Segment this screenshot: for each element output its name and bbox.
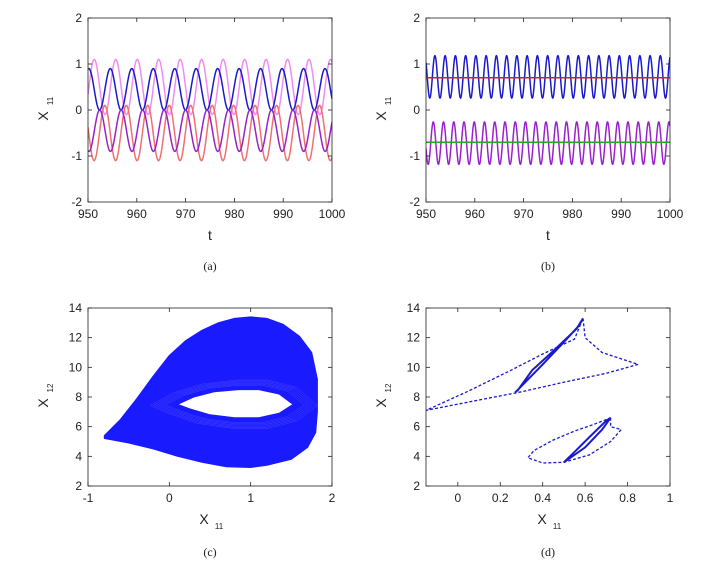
x-axis-label: t <box>546 227 550 243</box>
x-tick-label: -1 <box>83 491 94 505</box>
trajectory-band <box>149 379 318 429</box>
x-tick-label: 950 <box>78 207 98 221</box>
plot-area-b <box>426 54 670 166</box>
y-tick-label: 12 <box>69 331 83 345</box>
y-tick-label: 10 <box>407 360 421 374</box>
x-tick-label: 1 <box>667 491 674 505</box>
y-tick-label: 2 <box>413 479 420 493</box>
x-axis-label: X <box>199 511 209 527</box>
series-line-a-1 <box>88 67 332 111</box>
plot-area-d <box>426 317 641 464</box>
y-axis-label-subscript: 12 <box>384 383 393 392</box>
x-tick-label: 970 <box>176 207 196 221</box>
panel-caption: (a) <box>203 259 216 273</box>
orbit-upper-solid <box>514 317 584 394</box>
y-tick-label: 10 <box>69 360 83 374</box>
y-axis-label: X <box>373 111 389 121</box>
x-axis-label-subscript: 11 <box>553 522 562 531</box>
y-axis-label-group: X 11 <box>35 96 55 120</box>
x-tick-label: 0 <box>454 491 461 505</box>
series-line-b-0 <box>426 54 670 99</box>
y-axis-label-subscript: 12 <box>46 383 55 392</box>
trajectory-band <box>164 385 305 423</box>
x-tick-label: 960 <box>465 207 485 221</box>
y-tick-label: 4 <box>413 449 420 463</box>
y-tick-label: 8 <box>413 390 420 404</box>
y-axis-label-group: X 11 <box>373 96 393 120</box>
x-tick-label: 1 <box>247 491 254 505</box>
x-tick-label: 0 <box>166 491 173 505</box>
y-axis-label-subscript: 11 <box>46 96 55 105</box>
x-tick-label: 990 <box>611 207 631 221</box>
y-tick-label: 0 <box>75 103 82 117</box>
y-axis-label: X <box>373 398 389 408</box>
y-tick-label: 14 <box>69 301 83 315</box>
x-tick-label: 0.8 <box>619 491 636 505</box>
x-tick-label: 980 <box>224 207 244 221</box>
trajectory-band <box>152 380 316 428</box>
y-tick-label: 1 <box>75 57 82 71</box>
y-tick-label: -2 <box>71 195 82 209</box>
y-tick-label: 2 <box>413 11 420 25</box>
y-axis-label-subscript: 11 <box>384 96 393 105</box>
series-line-a-2 <box>88 104 332 162</box>
plot-area-c <box>103 316 318 469</box>
y-tick-label: 4 <box>75 449 82 463</box>
x-tick-label: 1000 <box>319 207 346 221</box>
x-tick-label: 0.6 <box>577 491 594 505</box>
y-tick-label: 14 <box>407 301 421 315</box>
x-tick-label: 0.4 <box>534 491 551 505</box>
orbit-lower-dashed <box>526 417 623 464</box>
trajectory-band <box>161 383 308 424</box>
panel-caption: (c) <box>203 545 216 559</box>
x-tick-label: 950 <box>416 207 436 221</box>
x-tick-label: 2 <box>329 491 336 505</box>
y-tick-label: -1 <box>409 149 420 163</box>
orbit-upper-dashed <box>426 318 641 412</box>
y-axis-label-group: X 12 <box>373 383 393 408</box>
trajectory-band <box>155 381 313 427</box>
y-tick-label: -2 <box>409 195 420 209</box>
x-axis-label: X <box>537 511 547 527</box>
x-tick-label: 0.2 <box>492 491 509 505</box>
x-tick-label: 970 <box>514 207 534 221</box>
y-tick-label: 2 <box>75 479 82 493</box>
y-axis-label: X <box>35 111 51 121</box>
y-axis-label-group: X 12 <box>35 383 55 408</box>
panel-b: 950 960 970 980 990 1000 -2 -1 0 1 2 t X 11 (b) <box>373 11 684 273</box>
y-tick-label: 1 <box>413 57 420 71</box>
series-line-a-3 <box>88 109 332 153</box>
x-tick-label: 980 <box>562 207 582 221</box>
y-axis-label: X <box>35 398 51 408</box>
panel-a: 950 960 970 980 990 1000 -2 -1 0 1 2 t X 11 (a) <box>35 11 346 273</box>
orbit-lower-solid <box>563 416 612 464</box>
panel-caption: (b) <box>541 259 555 273</box>
x-axis-label: t <box>208 227 212 243</box>
y-tick-label: 0 <box>413 103 420 117</box>
attractor-hole <box>176 389 294 419</box>
y-tick-label: 8 <box>75 390 82 404</box>
x-axis-label-subscript: 11 <box>215 522 224 531</box>
x-tick-label: 960 <box>127 207 147 221</box>
series-line-b-2 <box>426 121 670 166</box>
panel-caption: (d) <box>541 545 555 559</box>
trajectory-band <box>158 382 310 426</box>
plot-area-a <box>88 58 332 162</box>
y-tick-label: 12 <box>407 331 421 345</box>
axes-box-d <box>425 307 671 487</box>
y-tick-label: 6 <box>75 420 82 434</box>
y-tick-label: 2 <box>75 11 82 25</box>
axes-box-b <box>425 17 671 203</box>
y-tick-label: -1 <box>71 149 82 163</box>
x-tick-label: 990 <box>273 207 293 221</box>
y-tick-label: 6 <box>413 420 420 434</box>
x-tick-label: 1000 <box>657 207 684 221</box>
